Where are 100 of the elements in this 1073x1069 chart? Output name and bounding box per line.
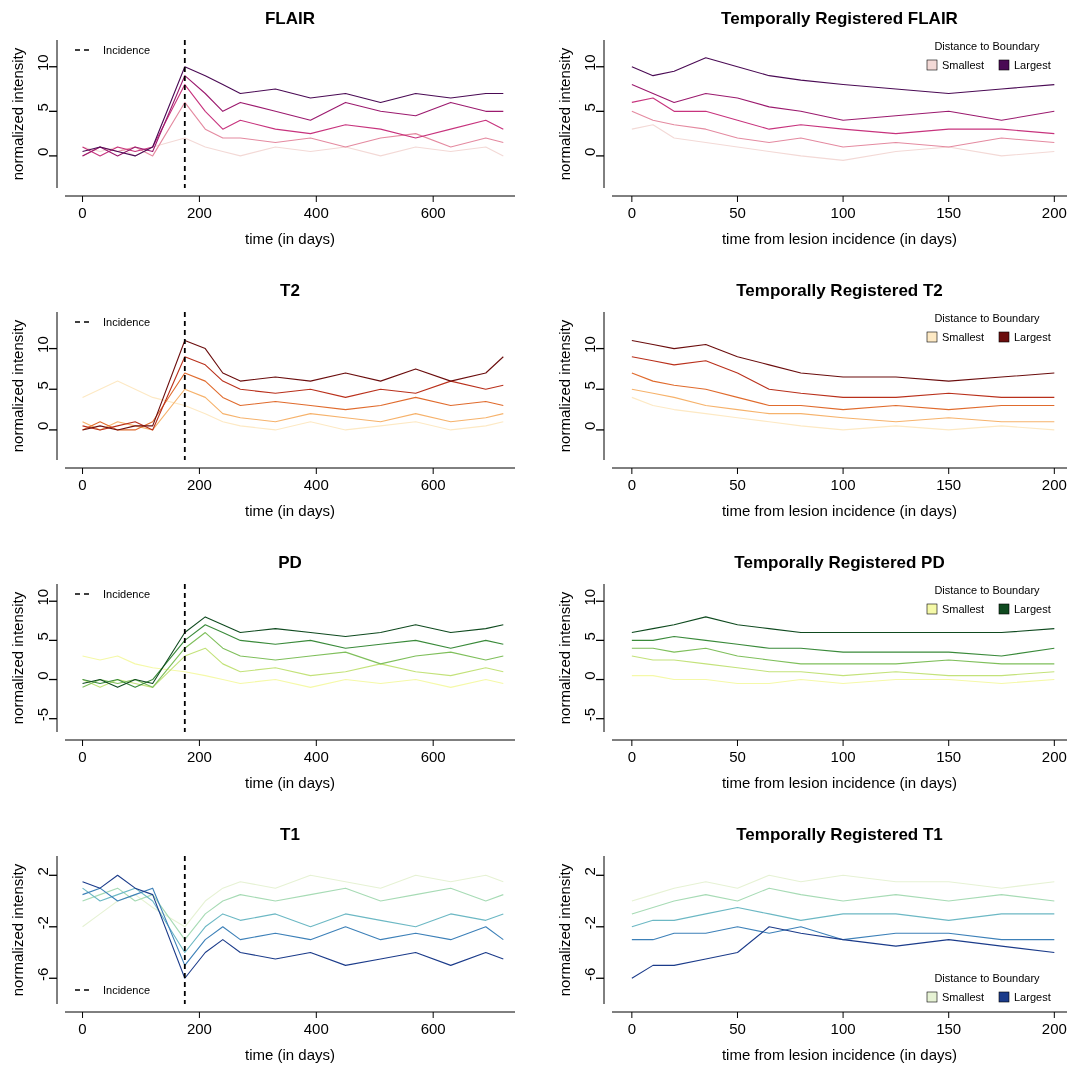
legend-label: Smallest	[942, 603, 985, 615]
legend-label: Smallest	[942, 59, 985, 71]
x-tick-label: 0	[78, 1020, 87, 1037]
x-tick-label: 0	[627, 476, 637, 493]
chart-title: Temporally Registered T1	[736, 825, 943, 844]
x-tick-label: 0	[78, 204, 87, 221]
y-tick-label: 0	[581, 147, 599, 157]
x-tick-label: 0	[627, 204, 637, 221]
y-tick-label: 5	[34, 632, 52, 641]
y-axis-title: normalized intensity	[556, 47, 573, 181]
y-axis-title: normalized intensity	[9, 47, 26, 181]
y-tick-label: 0	[34, 671, 52, 680]
x-axis-title: time (in days)	[244, 230, 336, 247]
x-tick-label: 50	[729, 476, 746, 493]
x-tick-label: 0	[627, 748, 637, 765]
x-tick-label: 100	[830, 204, 856, 221]
x-tick-label: 400	[303, 204, 329, 221]
y-tick-label: 10	[581, 336, 599, 353]
y-tick-label: 5	[581, 103, 599, 112]
x-tick-label: 0	[78, 476, 87, 493]
y-tick-label: 5	[34, 103, 52, 112]
x-axis-title: time from lesion incidence (in days)	[721, 1046, 958, 1063]
legend-title: Distance to Boundary	[934, 40, 1041, 52]
chart-title: Temporally Registered PD	[734, 553, 945, 572]
y-axis-title: normalized intensity	[556, 591, 573, 725]
y-tick-label: 5	[34, 381, 52, 390]
x-tick-label: 200	[186, 204, 212, 221]
y-axis-title: normalized intensity	[556, 319, 573, 453]
line-series	[631, 97, 1055, 135]
x-tick-label: 100	[830, 1020, 856, 1037]
x-axis-title: time (in days)	[244, 774, 336, 791]
ref-line-label: Incidence	[103, 984, 151, 996]
x-tick-label: 150	[936, 204, 962, 221]
x-axis-title: time from lesion incidence (in days)	[721, 774, 958, 791]
y-tick-label: 10	[34, 336, 52, 353]
y-tick-label: 5	[581, 381, 599, 390]
chart-title: T1	[280, 825, 300, 844]
x-tick-label: 200	[186, 748, 212, 765]
x-tick-label: 100	[830, 476, 856, 493]
y-tick-label: 10	[581, 588, 599, 606]
x-axis-title: time from lesion incidence (in days)	[721, 502, 958, 519]
y-axis-title: normalized intensity	[556, 863, 573, 997]
legend-label: Largest	[1014, 603, 1051, 615]
y-tick-label: -5	[34, 708, 52, 722]
x-tick-label: 150	[936, 476, 962, 493]
y-tick-label: 0	[581, 421, 599, 431]
y-tick-label: -5	[581, 708, 599, 722]
line-series	[631, 57, 1055, 95]
legend-label: Smallest	[942, 331, 985, 343]
line-series	[631, 84, 1055, 121]
y-tick-label: 0	[34, 421, 52, 431]
y-tick-label: -6	[581, 967, 599, 981]
legend-title: Distance to Boundary	[934, 312, 1041, 324]
x-tick-label: 200	[186, 1020, 212, 1037]
x-tick-label: 150	[936, 1020, 962, 1037]
y-tick-label: 2	[581, 867, 599, 876]
y-axis-title: normalized intensity	[9, 319, 26, 453]
x-tick-label: 400	[303, 476, 329, 493]
x-tick-label: 200	[1041, 1020, 1067, 1037]
y-tick-label: -6	[34, 967, 52, 981]
x-tick-label: 200	[1041, 204, 1067, 221]
x-tick-label: 200	[1041, 748, 1067, 765]
y-tick-label: 0	[581, 671, 599, 680]
x-tick-label: 600	[420, 748, 446, 765]
legend-label: Largest	[1014, 59, 1051, 71]
x-axis-title: time (in days)	[244, 502, 336, 519]
legend-title: Distance to Boundary	[934, 972, 1041, 984]
legend-label: Smallest	[942, 991, 985, 1003]
ref-line-label: Incidence	[103, 44, 151, 56]
chart-title: T2	[280, 281, 300, 300]
x-tick-label: 200	[186, 476, 212, 493]
chart-title: FLAIR	[264, 9, 316, 28]
y-axis-title: normalized intensity	[9, 863, 26, 997]
legend-title: Distance to Boundary	[934, 584, 1041, 596]
x-tick-label: 50	[729, 748, 746, 765]
y-tick-label: -2	[581, 916, 599, 930]
x-tick-label: 600	[420, 1020, 446, 1037]
y-tick-label: -2	[34, 916, 52, 930]
ref-line-label: Incidence	[103, 588, 151, 600]
x-tick-label: 400	[303, 1020, 329, 1037]
y-tick-label: 5	[581, 632, 599, 641]
x-tick-label: 150	[936, 748, 962, 765]
chart-title: PD	[278, 553, 302, 572]
x-tick-label: 0	[627, 1020, 637, 1037]
x-tick-label: 400	[303, 748, 329, 765]
y-tick-label: 10	[34, 588, 52, 606]
x-tick-label: 0	[78, 748, 87, 765]
legend-label: Largest	[1014, 991, 1051, 1003]
chart-title: Temporally Registered T2	[736, 281, 943, 300]
x-axis-title: time from lesion incidence (in days)	[721, 230, 958, 247]
y-tick-label: 10	[581, 54, 599, 72]
x-tick-label: 50	[729, 1020, 746, 1037]
line-series	[631, 110, 1055, 148]
x-tick-label: 600	[420, 204, 446, 221]
line-series	[631, 124, 1055, 161]
x-tick-label: 600	[420, 476, 446, 493]
y-tick-label: 10	[34, 54, 52, 72]
x-axis-title: time (in days)	[244, 1046, 336, 1063]
y-axis-title: normalized intensity	[9, 591, 26, 725]
ref-line-label: Incidence	[103, 316, 151, 328]
